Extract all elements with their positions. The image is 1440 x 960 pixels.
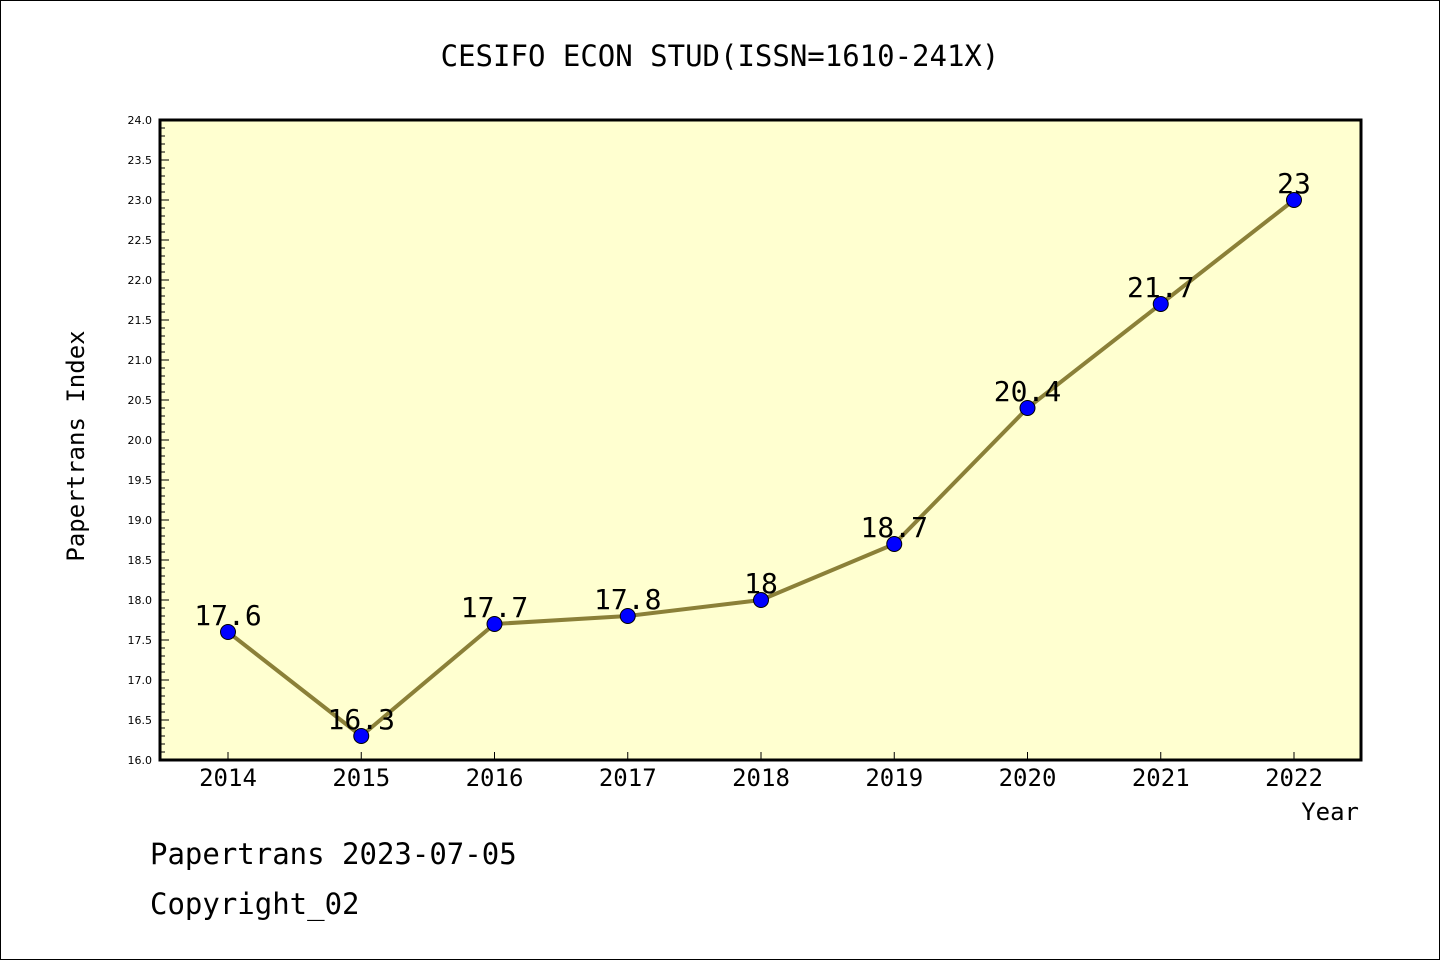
y-tick-label: 17.5: [128, 634, 153, 647]
chart-title: CESIFO ECON STUD(ISSN=1610-241X): [441, 39, 1000, 73]
y-tick-label: 21.0: [128, 354, 153, 367]
y-tick-label: 17.0: [128, 674, 153, 687]
x-tick-label: 2020: [999, 764, 1057, 792]
y-tick-label: 19.0: [128, 514, 153, 527]
data-point-2015: [353, 728, 370, 744]
x-tick-label: 2022: [1265, 764, 1323, 792]
data-label-2018: 18: [744, 567, 778, 600]
y-tick-label: 22.5: [128, 234, 153, 247]
data-label-2021: 21.7: [1127, 271, 1194, 304]
data-point-2022: [1286, 192, 1302, 208]
x-axis-label: Year: [1301, 798, 1359, 826]
data-point-2016: [486, 616, 503, 632]
y-tick-label: 20.5: [128, 394, 153, 407]
data-label-2017: 17.8: [594, 583, 661, 616]
x-tick-label: 2019: [865, 764, 923, 792]
data-label-2022: 23: [1277, 167, 1311, 200]
footer-copyright: Copyright_02: [150, 887, 360, 922]
x-tick-label: 2021: [1132, 764, 1190, 792]
y-tick-label: 20.0: [128, 434, 153, 447]
y-axis-label: Papertrans Index: [62, 330, 90, 561]
plot-area: [160, 120, 1361, 760]
data-point-2018: [753, 592, 769, 608]
y-tick-label: 16.5: [128, 714, 153, 727]
series-papertrans-index: [220, 192, 1302, 744]
data-label-2016: 17.7: [461, 591, 528, 624]
data-label-2015: 16.3: [328, 703, 395, 736]
data-labels: 17.6 16.3 17.7 17.8 18 18.7 20.4 21.7 23: [194, 167, 1311, 736]
y-tick-label: 18.5: [128, 554, 153, 567]
plot-border: [158, 118, 1363, 762]
data-point-2017: [619, 608, 636, 624]
y-axis-ticks: 16.0 16.5 17.0 17.5 18.0 18.5 19.0 19.5 20.0 20.5…: [128, 114, 169, 767]
y-tick-label: 21.5: [128, 314, 153, 327]
y-tick-label: 16.0: [128, 754, 153, 767]
y-tick-label: 23.0: [128, 194, 153, 207]
data-label-2019: 18.7: [861, 511, 928, 544]
x-tick-label: 2018: [732, 764, 790, 792]
x-tick-label: 2014: [199, 764, 257, 792]
y-tick-label: 23.5: [128, 154, 153, 167]
y-tick-label: 19.5: [128, 474, 153, 487]
data-point-2020: [1019, 400, 1036, 416]
data-label-2020: 20.4: [994, 375, 1061, 408]
data-label-2014: 17.6: [194, 599, 261, 632]
data-point-2014: [220, 624, 236, 640]
x-tick-label: 2016: [466, 764, 524, 792]
x-tick-label: 2015: [332, 764, 390, 792]
data-point-2019: [886, 536, 903, 552]
footer-date-line: Papertrans 2023-07-05: [150, 837, 517, 871]
data-point-2021: [1152, 296, 1169, 312]
y-tick-label: 18.0: [128, 594, 153, 607]
y-tick-label: 24.0: [128, 114, 153, 127]
x-tick-label: 2017: [599, 764, 657, 792]
y-tick-label: 22.0: [128, 274, 153, 287]
